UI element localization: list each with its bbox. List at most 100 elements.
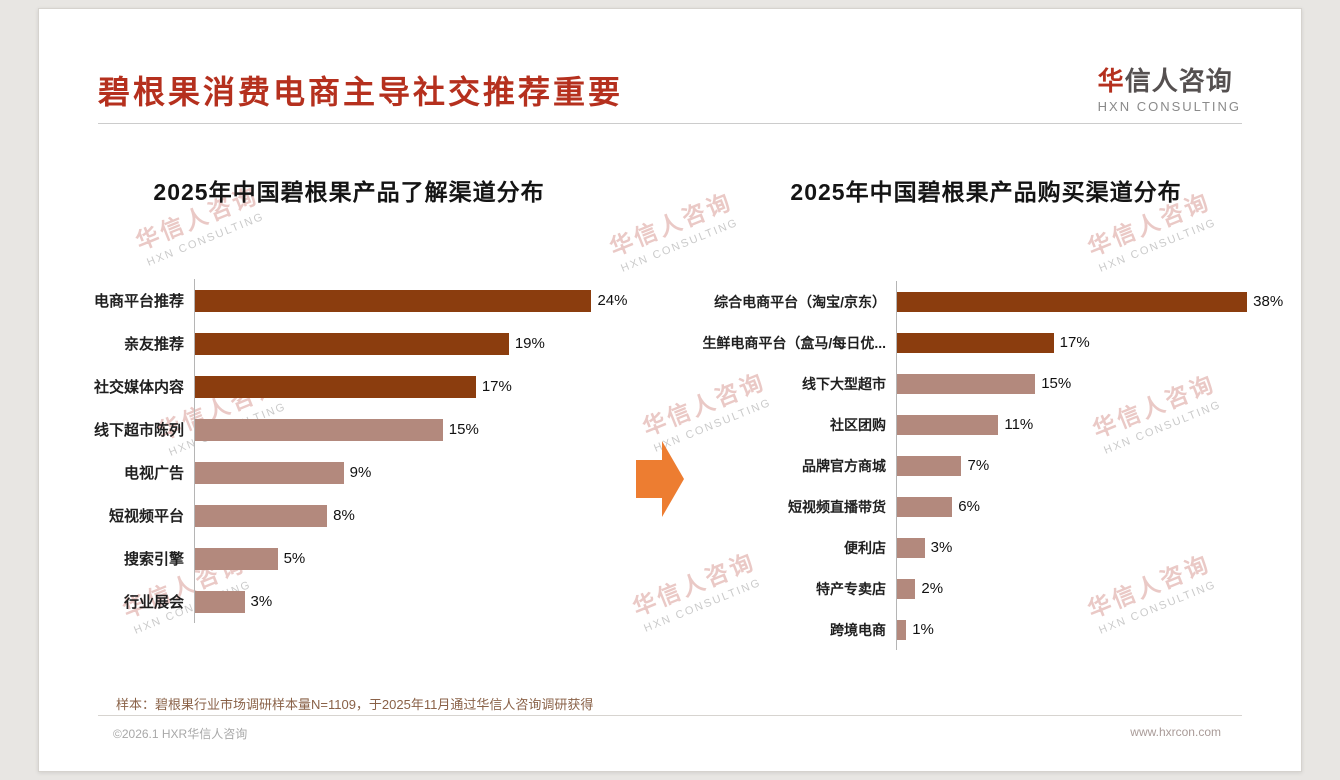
bar-row: 电视广告 9% [76, 451, 641, 494]
bar-value-label: 15% [1041, 375, 1072, 392]
footer-divider [98, 715, 1242, 716]
bar-category-label: 社区团购 [830, 416, 886, 433]
bar-category-label: 品牌官方商城 [802, 457, 886, 474]
bar-row: 行业展会 3% [76, 580, 641, 623]
bar-row: 品牌官方商城 7% [684, 445, 1284, 486]
bar-row: 搜索引擎 5% [76, 537, 641, 580]
purchase-channel-chart: 综合电商平台（淘宝/京东） 38% 生鲜电商平台（盒马/每日优... 17% 线下大型超… [684, 281, 1284, 650]
bar [897, 455, 962, 476]
bar-row: 社交媒体内容 17% [76, 365, 641, 408]
header-divider [98, 123, 1242, 124]
bar [195, 418, 443, 441]
bar-row: 亲友推荐 19% [76, 322, 641, 365]
bar-value-label: 15% [448, 421, 479, 438]
bar [897, 496, 953, 517]
bar-category-label: 跨境电商 [830, 621, 886, 638]
website-url: www.hxrcon.com [1130, 725, 1221, 739]
bar [897, 414, 999, 435]
bar-track: 24% [194, 279, 641, 322]
awareness-chart-title: 2025年中国碧根果产品了解渠道分布 [153, 179, 545, 205]
bar-track: 19% [194, 322, 641, 365]
bar-category-label: 电商平台推荐 [93, 293, 184, 310]
watermark-en-text: HXN CONSULTING [145, 210, 267, 269]
bar-value-label: 11% [1004, 416, 1034, 433]
bar-row: 跨境电商 1% [684, 609, 1284, 650]
logo-cn: 华信人咨询 [1098, 61, 1241, 98]
bar-category-label: 搜索引擎 [123, 551, 184, 568]
company-logo: 华信人咨询 HXN CONSULTING [1098, 61, 1241, 114]
bar-category-label: 电视广告 [123, 465, 184, 482]
bar-value-label: 17% [1059, 334, 1090, 351]
bar-value-label: 2% [921, 580, 944, 597]
bar-category-label: 便利店 [844, 539, 886, 556]
right-arrow-icon [636, 441, 684, 517]
bar [195, 547, 278, 570]
bar-track: 9% [194, 451, 641, 494]
bar-track: 17% [896, 322, 1284, 363]
bar [897, 291, 1248, 312]
bar [195, 289, 592, 312]
bar-category-label: 社交媒体内容 [93, 379, 184, 396]
bar-category-label: 特产专卖店 [816, 580, 886, 597]
bar-category-label: 行业展会 [123, 594, 184, 611]
bar [195, 461, 344, 484]
bar-row: 短视频平台 8% [76, 494, 641, 537]
bar [195, 504, 328, 527]
logo-en: HXN CONSULTING [1097, 99, 1241, 114]
bar-category-label: 综合电商平台（淘宝/京东） [714, 293, 886, 310]
page-title: 碧根果消费电商主导社交推荐重要 [98, 74, 624, 110]
bar-row: 综合电商平台（淘宝/京东） 38% [684, 281, 1284, 322]
copyright-text: ©2026.1 HXR华信人咨询 [113, 727, 248, 741]
bar-row: 线下超市陈列 15% [76, 408, 641, 451]
bar-track: 2% [896, 568, 1284, 609]
bar-category-label: 线下大型超市 [802, 375, 886, 392]
bar [897, 332, 1054, 353]
bar-row: 生鲜电商平台（盒马/每日优... 17% [684, 322, 1284, 363]
bar [897, 619, 907, 640]
bar-row: 电商平台推荐 24% [76, 279, 641, 322]
bar-row: 社区团购 11% [684, 404, 1284, 445]
bar-value-label: 19% [514, 335, 545, 352]
bar [897, 373, 1036, 394]
watermark-en-text: HXN CONSULTING [1097, 216, 1219, 275]
bar-track: 11% [896, 404, 1284, 445]
bar-value-label: 17% [481, 378, 512, 395]
bar [897, 537, 925, 558]
bar-value-label: 1% [912, 621, 934, 638]
bar-value-label: 38% [1253, 293, 1284, 310]
bar [195, 332, 509, 355]
bar-track: 8% [194, 494, 641, 537]
bar-track: 15% [194, 408, 641, 451]
watermark-cn-text: 华信人咨询 [605, 187, 737, 261]
bar-value-label: 3% [250, 593, 273, 610]
logo-cn-first: 华 [1097, 66, 1125, 96]
bar-value-label: 5% [283, 550, 306, 567]
bar-track: 3% [194, 580, 641, 623]
bar-value-label: 8% [333, 507, 355, 524]
bar-value-label: 6% [958, 498, 980, 515]
bar-category-label: 生鲜电商平台（盒马/每日优... [702, 334, 886, 351]
bar-value-label: 3% [930, 539, 953, 556]
bar-category-label: 短视频平台 [108, 508, 184, 525]
bar-track: 1% [896, 609, 1284, 650]
bar-value-label: 9% [349, 464, 372, 481]
bar-track: 17% [194, 365, 641, 408]
bar-value-label: 24% [597, 292, 628, 309]
logo-cn-rest: 信人咨询 [1124, 66, 1233, 96]
bar-track: 7% [896, 445, 1284, 486]
sample-note: 样本：碧根果行业市场调研样本量N=1109，于2025年11月通过华信人咨询调研… [116, 697, 594, 712]
bar-category-label: 短视频直播带货 [788, 498, 886, 515]
bar-row: 短视频直播带货 6% [684, 486, 1284, 527]
bar [195, 375, 476, 398]
bar-track: 15% [896, 363, 1284, 404]
purchase-chart-title: 2025年中国碧根果产品购买渠道分布 [790, 179, 1182, 205]
bar-row: 特产专卖店 2% [684, 568, 1284, 609]
bar-track: 6% [896, 486, 1284, 527]
bar-track: 3% [896, 527, 1284, 568]
bar-row: 便利店 3% [684, 527, 1284, 568]
bar-track: 5% [194, 537, 641, 580]
bar-row: 线下大型超市 15% [684, 363, 1284, 404]
bar-category-label: 线下超市陈列 [93, 422, 184, 439]
